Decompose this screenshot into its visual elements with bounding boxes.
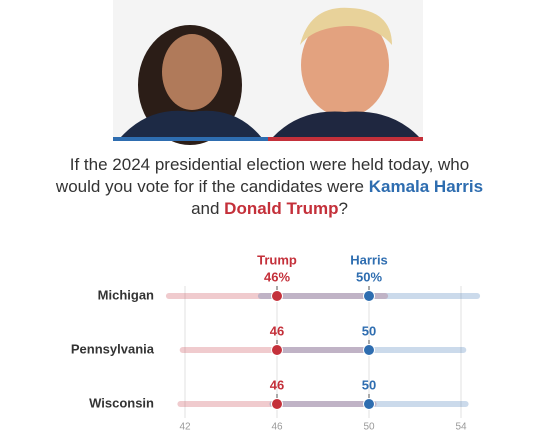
- harris-name: Kamala Harris: [368, 177, 484, 196]
- dot: [363, 344, 375, 356]
- value-label: 46: [270, 377, 284, 392]
- x-tick-label: 46: [271, 422, 283, 433]
- x-tick-label: 42: [179, 422, 191, 433]
- harris-face: [162, 34, 222, 110]
- legend-label: Trump: [257, 252, 297, 267]
- dot: [363, 398, 375, 410]
- harris-jacket: [120, 110, 262, 138]
- dot: [271, 398, 283, 410]
- trump-underline: [268, 137, 423, 141]
- photos: [113, 0, 423, 145]
- state-label: Wisconsin: [89, 395, 154, 410]
- value-label: 50: [362, 377, 376, 392]
- question-text: and: [191, 199, 220, 218]
- trump-face: [301, 13, 389, 117]
- value-label: 46%: [264, 269, 290, 284]
- harris-underline: [113, 137, 268, 141]
- value-label: 50%: [356, 269, 382, 284]
- state-label: Pennsylvania: [71, 341, 155, 356]
- question: If the 2024 presidential election were h…: [54, 154, 485, 220]
- legend-label: Harris: [350, 252, 388, 267]
- question-mark: ?: [338, 199, 348, 218]
- value-label: 50: [362, 323, 376, 338]
- dot: [271, 290, 283, 302]
- trump-hair: [300, 7, 392, 45]
- question-text: If the 2024 presidential election were h…: [55, 155, 470, 196]
- trump-suit: [272, 111, 420, 138]
- trump-name: Donald Trump: [224, 199, 339, 218]
- x-tick-label: 50: [363, 422, 375, 433]
- dot: [271, 344, 283, 356]
- plot: 42 46 50 54 Michigan 46% Trump 50% Harris Pennsyl…: [71, 252, 481, 433]
- value-label: 46: [270, 323, 284, 338]
- dot: [363, 290, 375, 302]
- state-label: Michigan: [98, 287, 154, 302]
- x-tick-label: 54: [455, 422, 467, 433]
